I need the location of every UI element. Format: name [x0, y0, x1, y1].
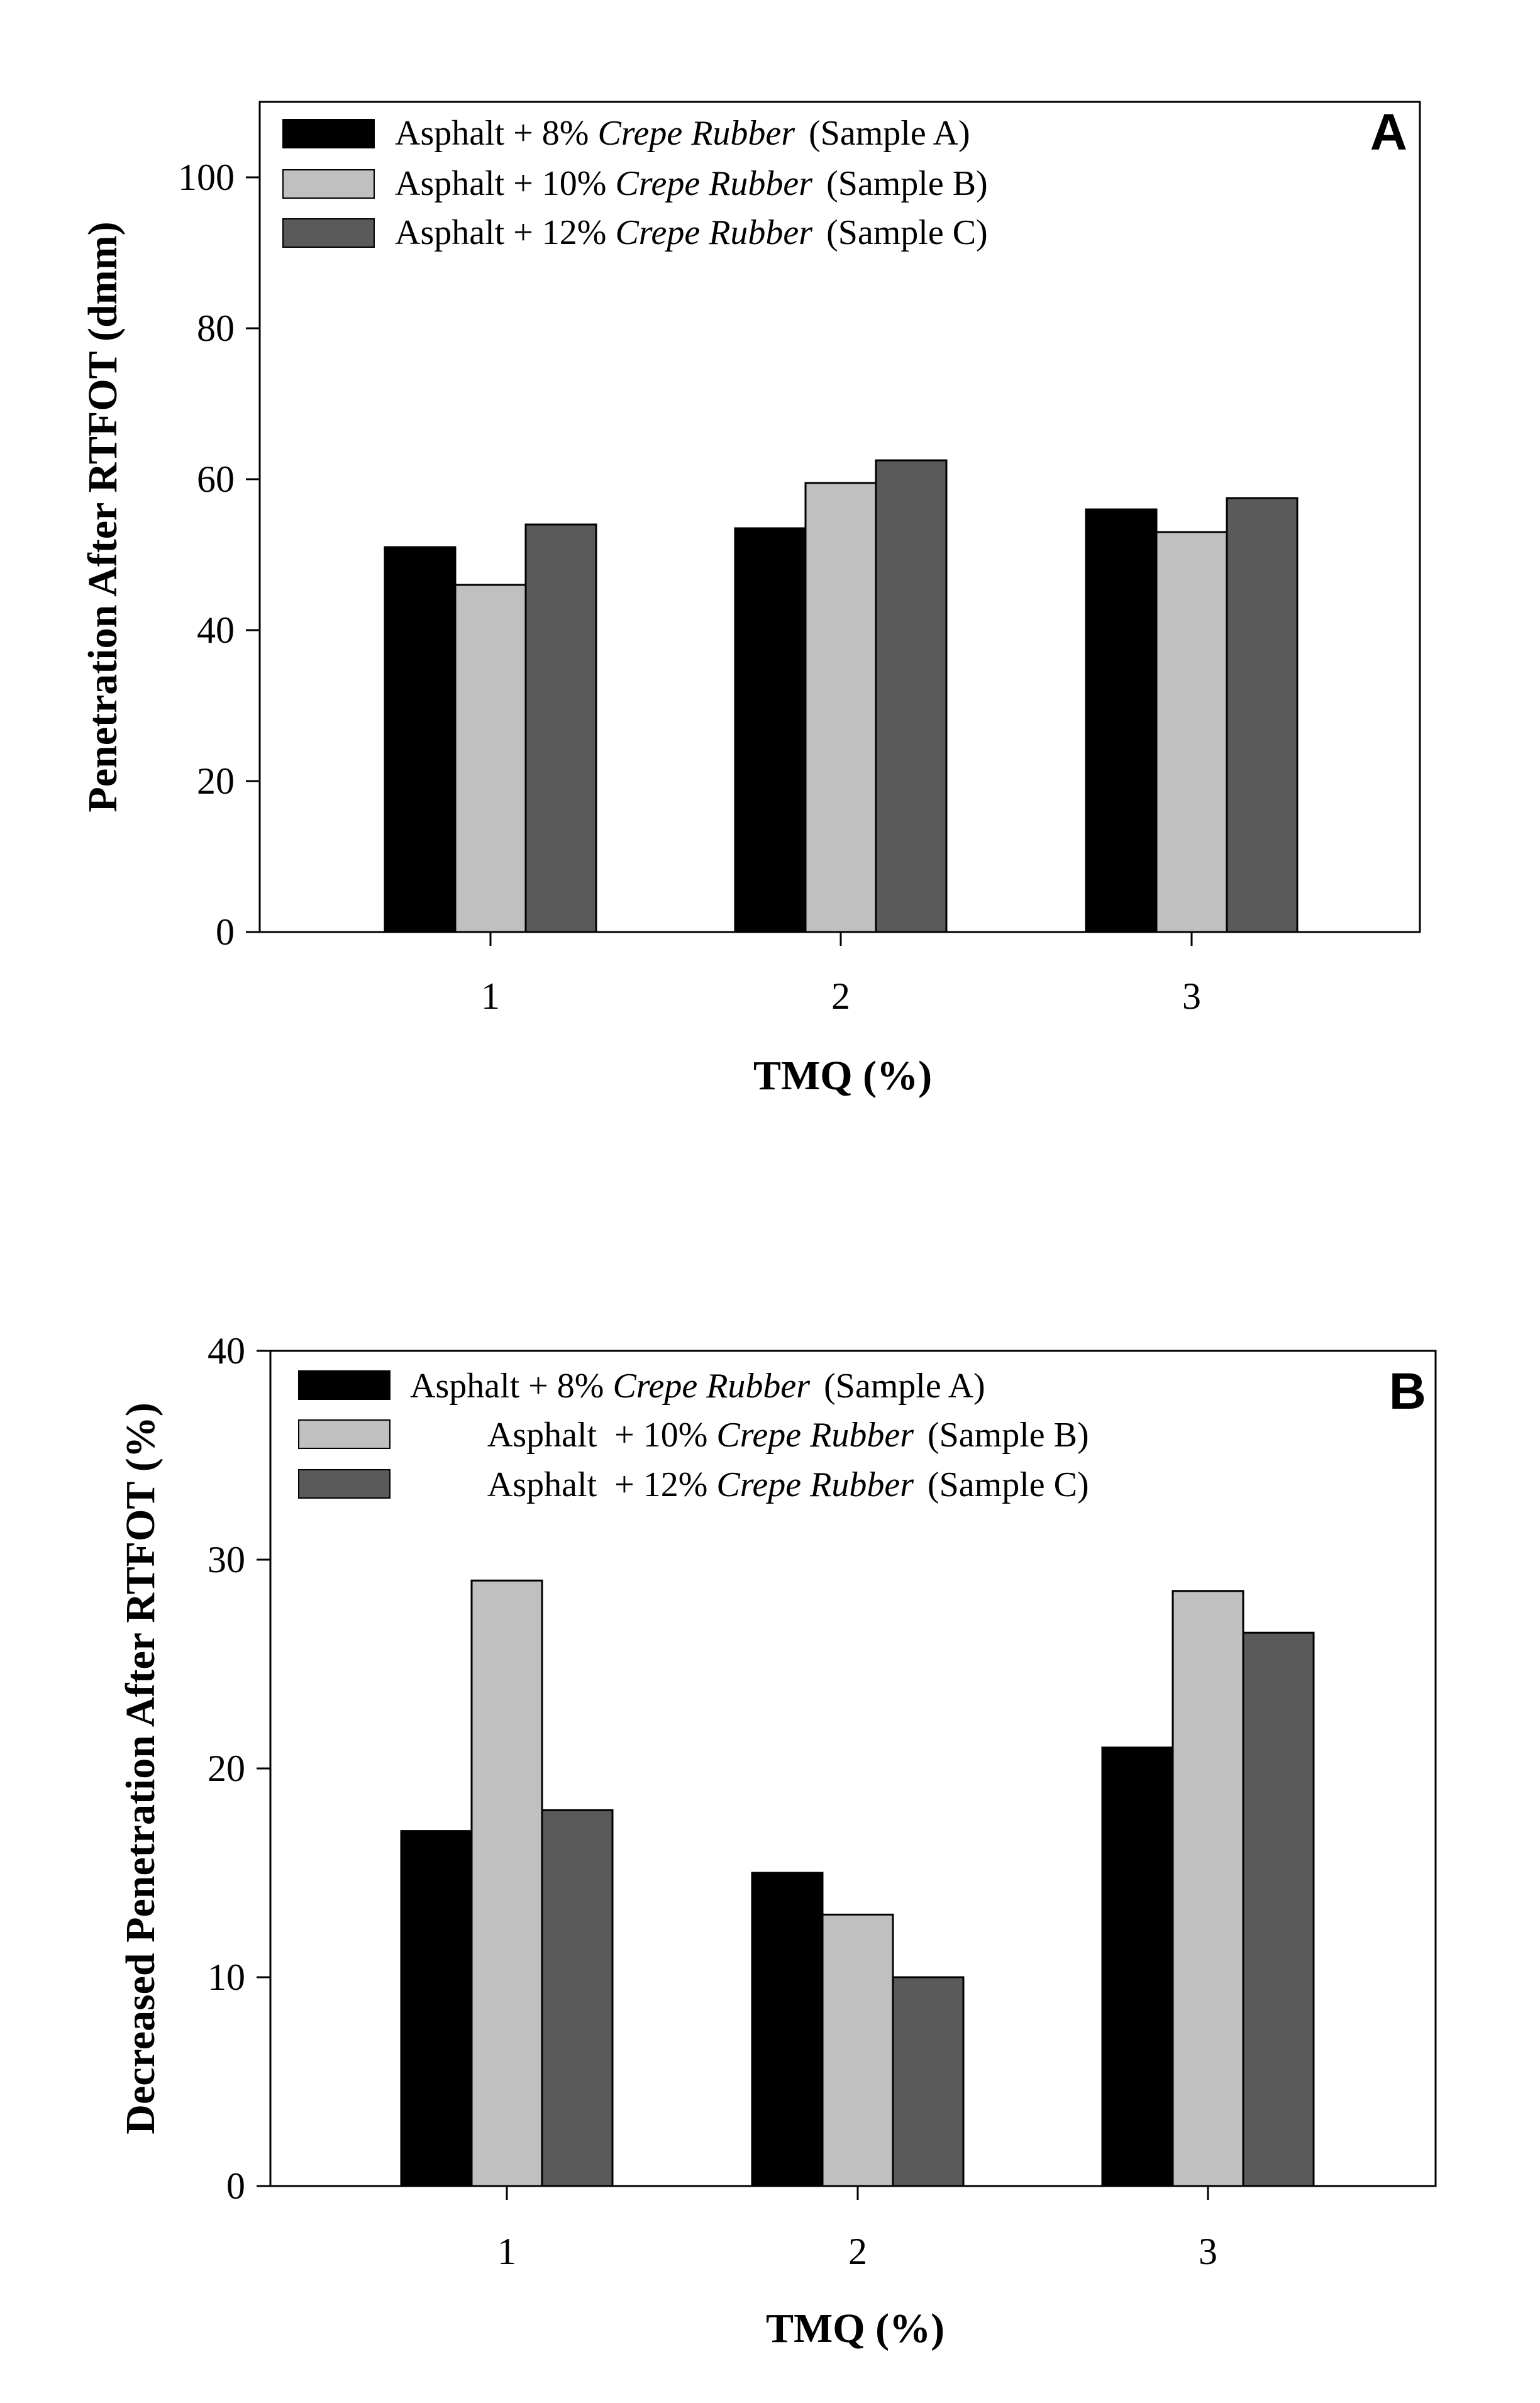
bar-sample-a-tmq-3 [1085, 508, 1158, 933]
x-tick-label: 3 [1199, 2231, 1217, 2272]
bar-sample-b-tmq-1 [454, 584, 527, 933]
bar-sample-c-tmq-3 [1242, 1631, 1315, 2187]
bar-sample-c-tmq-2 [875, 459, 948, 933]
bar-sample-a-tmq-3 [1101, 1746, 1174, 2187]
legend-entry-suffix: (Sample A) [824, 1367, 985, 1406]
legend-swatch-sample-b [298, 1419, 391, 1449]
legend-entry-sample-a: Asphalt + 8% Crepe Rubber (Sample A) [395, 114, 970, 153]
panel-b-legend: Asphalt + 8% Crepe Rubber (Sample A) Asph… [298, 1367, 1151, 1504]
x-tick-label: 3 [1182, 975, 1201, 1017]
bar-sample-b-tmq-2 [804, 482, 877, 933]
legend-entry-sample-c: Asphalt + 12% Crepe Rubber (Sample C) [410, 1465, 1151, 1504]
y-tick-label: 80 [197, 308, 235, 349]
legend-entry-italic: Crepe Rubber [612, 1367, 810, 1406]
y-tick-label: 20 [197, 760, 235, 802]
y-tick-label: 40 [208, 1330, 245, 1372]
y-tick-label: 30 [208, 1539, 245, 1580]
legend-entry-suffix: (Sample B) [826, 164, 988, 203]
bar-sample-b-tmq-2 [821, 1913, 894, 2187]
bar-sample-a-tmq-2 [734, 527, 807, 933]
panel-b-y-axis-title: Decreased Penetration After RTFOT (%) [118, 1402, 163, 2134]
legend-swatch-sample-a [298, 1370, 391, 1400]
legend-entry-sample-b: Asphalt + 10% Crepe Rubber (Sample B) [395, 164, 988, 203]
bar-sample-c-tmq-3 [1226, 497, 1299, 933]
panel-a-y-axis-title: Penetration After RTFOT (dmm) [80, 221, 126, 812]
legend-swatch-sample-c [282, 218, 375, 248]
bar-sample-b-tmq-1 [470, 1579, 543, 2187]
legend-swatch-sample-c [298, 1469, 391, 1499]
legend-entry-suffix: (Sample C) [928, 1465, 1089, 1504]
legend-entry-italic: Crepe Rubber [716, 1416, 914, 1455]
bar-sample-c-tmq-2 [892, 1976, 965, 2187]
panel-b-x-axis-title: TMQ (%) [766, 2306, 944, 2351]
panel-a-bars [384, 459, 1299, 933]
legend-entry-sample-c: Asphalt + 12% Crepe Rubber (Sample C) [395, 213, 988, 252]
legend-entry-suffix: (Sample B) [928, 1416, 1089, 1455]
bar-sample-a-tmq-1 [384, 546, 457, 933]
y-tick-label: 20 [208, 1748, 245, 1789]
legend-swatch-sample-a [282, 119, 375, 148]
bar-sample-c-tmq-1 [524, 523, 597, 933]
x-tick-label: 2 [848, 2231, 867, 2272]
legend-entry-italic: Crepe Rubber [615, 213, 812, 252]
legend-entry-italic: Crepe Rubber [597, 114, 795, 153]
bar-sample-b-tmq-3 [1155, 531, 1228, 933]
x-tick-label: 2 [831, 975, 850, 1017]
panel-b-bars [400, 1579, 1315, 2187]
panel-a-chart: 0 20 40 60 80 100 1 2 3 Penetration After RTFOT… [80, 101, 1421, 1099]
bar-sample-a-tmq-2 [751, 1872, 824, 2187]
legend-entry-prefix: Asphalt + 10% [487, 1416, 716, 1455]
y-tick-label: 0 [226, 2165, 245, 2207]
y-tick-label: 40 [197, 609, 235, 651]
legend-entry-suffix: (Sample A) [809, 114, 970, 153]
panel-a-letter: A [1370, 104, 1407, 161]
legend-entry-prefix: Asphalt + 8% [410, 1367, 612, 1406]
panel-b-chart: 0 10 20 30 40 1 2 3 Decreased Penetration Afte… [118, 1330, 1437, 2351]
legend-entry-sample-a: Asphalt + 8% Crepe Rubber (Sample A) [410, 1367, 985, 1406]
panel-b-letter: B [1389, 1363, 1426, 1420]
legend-entry-prefix: Asphalt + 8% [395, 114, 597, 153]
x-tick-label: 1 [497, 2231, 516, 2272]
bar-sample-a-tmq-1 [400, 1830, 473, 2187]
bar-sample-c-tmq-1 [541, 1809, 614, 2187]
panel-b-x-ticks: 1 2 3 [497, 2186, 1217, 2272]
legend-entry-prefix: Asphalt + 10% [395, 164, 615, 203]
panel-a-x-ticks: 1 2 3 [481, 932, 1201, 1017]
legend-entry-prefix: Asphalt + 12% [487, 1465, 716, 1504]
panel-b-y-ticks: 0 10 20 30 40 [208, 1330, 270, 2207]
y-tick-label: 0 [216, 911, 235, 953]
legend-entry-prefix: Asphalt + 12% [395, 213, 615, 252]
y-tick-label: 10 [208, 1956, 245, 1998]
panel-a-y-ticks: 0 20 40 60 80 100 [178, 157, 260, 953]
legend-entry-sample-b: Asphalt + 10% Crepe Rubber (Sample B) [410, 1416, 1151, 1455]
bar-sample-b-tmq-3 [1172, 1590, 1244, 2187]
legend-entry-italic: Crepe Rubber [615, 164, 812, 203]
y-tick-label: 100 [178, 157, 235, 198]
legend-swatch-sample-b [282, 169, 375, 199]
panel-a-x-axis-title: TMQ (%) [753, 1053, 932, 1099]
y-tick-label: 60 [197, 458, 235, 500]
legend-entry-suffix: (Sample C) [826, 213, 988, 252]
panel-a-legend: Asphalt + 8% Crepe Rubber (Sample A) Asph… [282, 114, 988, 252]
x-tick-label: 1 [481, 975, 500, 1017]
legend-entry-italic: Crepe Rubber [716, 1465, 914, 1504]
